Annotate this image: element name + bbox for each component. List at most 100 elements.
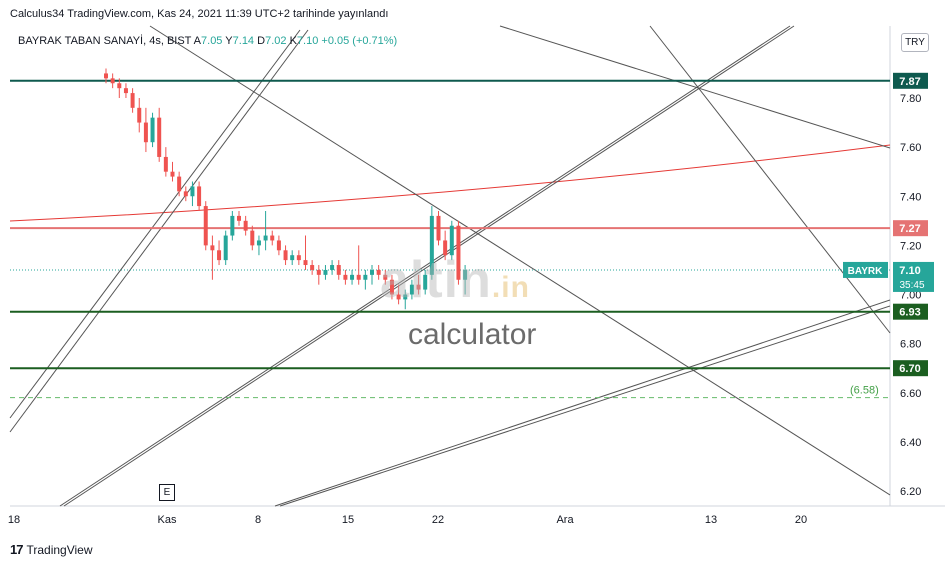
candle-body xyxy=(130,93,135,108)
currency-button[interactable]: TRY xyxy=(901,33,929,52)
x-tick-label: 22 xyxy=(432,514,444,526)
candle-body xyxy=(117,83,122,89)
x-tick-label: 20 xyxy=(795,514,807,526)
x-tick-label: 13 xyxy=(705,514,717,526)
candle-body xyxy=(110,78,115,84)
symbol-badge-box xyxy=(843,261,888,278)
candle-body xyxy=(383,274,388,280)
y-tick-label: 7.60 xyxy=(900,142,921,154)
symbol-legend: BAYRAK TABAN SANAYİ, 4s, BIST A7.05 Y7.1… xyxy=(18,35,397,47)
y-tick-label: 7.40 xyxy=(900,191,921,203)
trend-line xyxy=(9,29,309,433)
candle-body xyxy=(463,269,468,280)
candle-body xyxy=(456,225,461,280)
candle-body xyxy=(443,240,448,256)
low-value: 7.02 xyxy=(265,35,287,47)
publish-info: Calculus34 TradingView.com, Kas 24, 2021… xyxy=(10,8,389,20)
x-tick-label: 18 xyxy=(8,514,20,526)
watermark-brand-text: altin xyxy=(380,251,492,309)
candle-body xyxy=(263,235,268,241)
candle-body xyxy=(250,230,255,246)
trend-line xyxy=(149,25,891,496)
candle-body xyxy=(356,274,361,280)
candle-body xyxy=(429,215,434,275)
candle-body xyxy=(170,171,175,177)
candle-body xyxy=(137,107,142,123)
footer-logo[interactable]: 17 TradingView xyxy=(10,542,93,557)
x-tick-label: 15 xyxy=(342,514,354,526)
footer-logo-text: TradingView xyxy=(26,542,93,557)
candle-body xyxy=(416,284,421,290)
candle-body xyxy=(303,260,308,266)
candle-body xyxy=(316,269,321,275)
y-tick-label: 6.40 xyxy=(900,437,921,449)
trend-line xyxy=(279,305,891,507)
high-value: 7.14 xyxy=(232,35,255,47)
candle-body xyxy=(157,117,162,157)
candle-body xyxy=(336,265,341,275)
x-tick-label: Ara xyxy=(556,514,574,526)
candle-body xyxy=(237,215,241,221)
candle-body xyxy=(403,294,408,300)
candle-body xyxy=(323,269,328,275)
candle-body xyxy=(243,220,248,231)
candle-body xyxy=(183,191,188,197)
candle-body xyxy=(343,274,348,280)
y-tick-label: 6.80 xyxy=(900,339,921,351)
trend-line xyxy=(63,25,795,507)
candle-body xyxy=(350,274,355,280)
candle-body xyxy=(177,176,182,192)
candle-body xyxy=(123,88,128,94)
close-value: 7.10 xyxy=(296,35,319,47)
countdown-text: 35:45 xyxy=(899,280,924,291)
change-value: +0.05 (+0.71%) xyxy=(321,35,398,47)
close-label: K xyxy=(289,35,297,47)
candle-body xyxy=(310,265,315,270)
candle-body xyxy=(223,235,228,261)
high-label: Y xyxy=(225,35,233,47)
watermark-brand-suffix: .in xyxy=(491,271,530,304)
x-tick-label: 8 xyxy=(255,514,261,526)
candle-body xyxy=(330,265,335,270)
candle-body xyxy=(363,274,368,280)
candle-body xyxy=(376,269,381,275)
price-label-box xyxy=(893,360,928,377)
candle-body xyxy=(104,73,108,79)
y-tick-label: 7.00 xyxy=(900,290,921,302)
trend-line xyxy=(274,299,891,507)
y-tick-label: 6.60 xyxy=(900,388,921,400)
current-price-text: 7.10 xyxy=(899,265,920,277)
candle-body xyxy=(389,279,394,295)
price-label-box xyxy=(893,303,928,320)
candle-body xyxy=(270,235,275,241)
price-label-text: 7.27 xyxy=(899,223,920,235)
symbol-badge-text: BAYRK xyxy=(848,266,883,277)
candle-body xyxy=(290,255,295,261)
price-label-box xyxy=(893,72,928,89)
candle-body xyxy=(396,294,401,300)
symbol-name: BAYRAK TABAN SANAYİ, 4s, BIST xyxy=(18,35,192,47)
x-tick-label: Kas xyxy=(158,514,177,526)
candle-body xyxy=(436,215,441,241)
tradingview-logo-icon: 17 xyxy=(10,542,24,557)
current-price-box xyxy=(893,261,934,292)
candle-body xyxy=(409,284,414,295)
candle-body xyxy=(256,240,261,246)
candle-body xyxy=(150,117,155,143)
candle-body xyxy=(143,122,148,143)
trend-line xyxy=(649,25,891,334)
trend-line xyxy=(499,25,891,149)
trend-line xyxy=(59,25,791,507)
watermark-brand: altin.in xyxy=(380,250,530,310)
candle-body xyxy=(276,240,281,251)
earnings-event-marker[interactable]: E xyxy=(159,484,175,501)
curve-trendline xyxy=(9,144,891,222)
y-tick-label: 6.20 xyxy=(900,486,921,498)
price-label-text: 7.87 xyxy=(899,76,920,88)
candle-body xyxy=(370,269,374,275)
low-label: D xyxy=(257,35,266,47)
open-label: A xyxy=(193,35,202,47)
price-label-text: 6.70 xyxy=(899,363,920,375)
y-tick-label: 7.80 xyxy=(900,93,921,105)
